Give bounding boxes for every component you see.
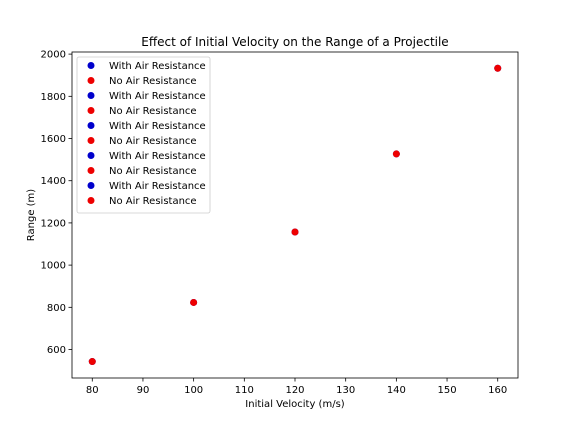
legend: With Air Resistance No Air Resistance With… — [76, 56, 211, 214]
y-tick-label: 1000 — [41, 261, 66, 272]
y-tick-label: 1200 — [41, 218, 66, 229]
legend-label: With Air Resistance — [109, 151, 206, 162]
legend-marker — [87, 107, 95, 114]
legend-marker — [87, 92, 95, 99]
x-tick-label: 130 — [336, 385, 355, 396]
y-tick-label: 1600 — [41, 134, 66, 145]
legend-marker — [87, 122, 95, 129]
legend-label: With Air Resistance — [109, 181, 206, 192]
x-tick-label: 90 — [137, 385, 150, 396]
x-axis-label: Initial Velocity (m/s) — [245, 399, 344, 410]
legend-label: With Air Resistance — [109, 61, 206, 72]
legend-marker — [87, 77, 95, 84]
legend-label: With Air Resistance — [109, 121, 206, 132]
y-axis-ticks: 600 800 1000 1200 1400 1600 1800 2000 — [41, 50, 72, 356]
legend-marker — [87, 62, 95, 69]
data-point — [291, 228, 299, 236]
data-points — [88, 64, 502, 366]
x-tick-label: 110 — [235, 385, 254, 396]
legend-label: No Air Resistance — [109, 166, 197, 177]
x-tick-label: 140 — [387, 385, 406, 396]
legend-marker — [87, 182, 95, 189]
y-axis-label: Range (m) — [26, 189, 37, 242]
y-tick-label: 1400 — [41, 176, 66, 187]
x-tick-label: 100 — [184, 385, 203, 396]
x-axis-ticks: 80 90 100 110 120 130 140 150 160 — [86, 378, 507, 396]
x-tick-label: 160 — [488, 385, 507, 396]
y-tick-label: 1800 — [41, 92, 66, 103]
y-tick-label: 2000 — [41, 50, 66, 61]
legend-label: With Air Resistance — [109, 91, 206, 102]
legend-label: No Air Resistance — [109, 76, 197, 87]
x-tick-label: 120 — [285, 385, 304, 396]
legend-label: No Air Resistance — [109, 196, 197, 207]
data-point — [494, 64, 502, 72]
legend-marker — [87, 197, 95, 204]
legend-label: No Air Resistance — [109, 106, 197, 117]
legend-marker — [87, 137, 95, 144]
x-tick-label: 80 — [86, 385, 99, 396]
legend-label: No Air Resistance — [109, 136, 197, 147]
x-tick-label: 150 — [437, 385, 456, 396]
legend-marker — [87, 167, 95, 174]
legend-box — [76, 56, 211, 214]
plot-area-frame — [71, 51, 519, 379]
y-tick-label: 800 — [47, 303, 66, 314]
data-point — [392, 150, 400, 158]
data-point — [88, 358, 96, 366]
legend-marker — [87, 152, 95, 159]
chart-title: Effect of Initial Velocity on the Range … — [141, 35, 448, 49]
y-tick-label: 600 — [47, 345, 66, 356]
data-point — [190, 298, 198, 306]
